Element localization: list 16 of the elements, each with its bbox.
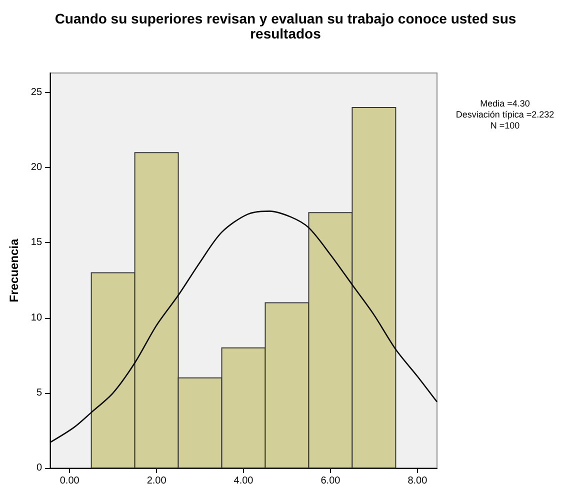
x-tick-label: 4.00 bbox=[234, 476, 254, 486]
text: Desviación típica =2.232 bbox=[456, 110, 554, 120]
x-tick-label: 0.00 bbox=[60, 476, 80, 486]
y-axis-title: Frecuencia bbox=[7, 238, 21, 302]
x-tick-label: 8.00 bbox=[408, 476, 428, 486]
x-tick-label: 6.00 bbox=[320, 476, 341, 486]
y-tick-label: 15 bbox=[30, 237, 42, 248]
y-tick-label: 5 bbox=[36, 387, 42, 398]
text: Media =4.30 bbox=[480, 98, 530, 108]
chart-title: Cuando su superiores revisan y evaluan su trabajo conoce usted sus resultados bbox=[54, 10, 516, 42]
y-tick-label: 25 bbox=[30, 87, 42, 98]
x-tick-label: 2.00 bbox=[146, 476, 167, 486]
y-tick-label: 0 bbox=[36, 462, 42, 474]
y-tick-label: 20 bbox=[30, 162, 42, 174]
y-tick-label: 10 bbox=[30, 312, 42, 324]
text: N =100 bbox=[490, 120, 520, 130]
